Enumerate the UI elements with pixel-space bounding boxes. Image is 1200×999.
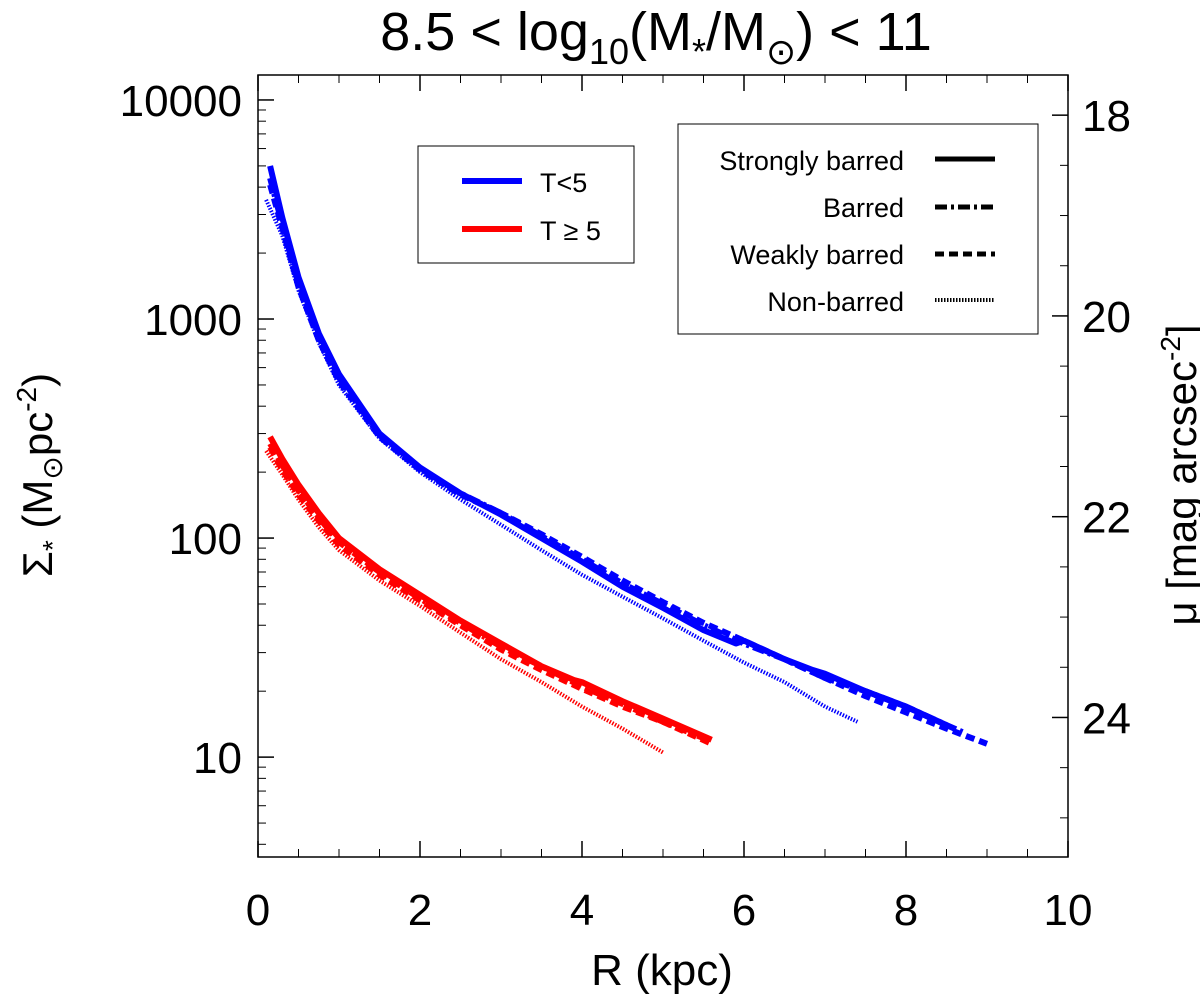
axis-ticks bbox=[257, 75, 1069, 857]
series-line-t-5-non-barred bbox=[264, 198, 859, 724]
series-line-t-5-weakly-barred bbox=[267, 445, 713, 747]
series-line-t-5-strongly-barred bbox=[267, 435, 713, 743]
y-tick-label: 100 bbox=[169, 515, 242, 564]
x-tick-label: 8 bbox=[894, 886, 918, 935]
y2-axis-label: μ [mag arcsec-2] bbox=[1155, 324, 1200, 625]
legend-label-weakly-barred: Weakly barred bbox=[730, 240, 904, 270]
x-tick-label: 2 bbox=[408, 886, 432, 935]
legend-label-strongly-barred: Strongly barred bbox=[719, 146, 904, 176]
y2-tick-label: 22 bbox=[1082, 494, 1131, 543]
x-tick-label: 4 bbox=[570, 886, 594, 935]
legend-label-t-ge-5: T ≥ 5 bbox=[540, 216, 601, 246]
legend-label-t-lt-5: T<5 bbox=[540, 168, 587, 198]
y-axis-label: Σ* (M⊙pc-2) bbox=[11, 373, 68, 577]
series-line-t-5-non-barred bbox=[264, 449, 665, 755]
x-tick-label: 0 bbox=[246, 886, 270, 935]
series-line-t-5-weakly-barred bbox=[267, 183, 989, 747]
series-layer bbox=[264, 165, 989, 755]
chart-title: 8.5 < log10(M*/M⊙) < 11 bbox=[380, 2, 931, 72]
x-tick-label: 10 bbox=[1044, 886, 1093, 935]
y-tick-label: 10 bbox=[193, 734, 242, 783]
color-legend-box bbox=[417, 145, 635, 264]
y-tick-label: 10000 bbox=[120, 77, 242, 126]
color-legend: T<5 T ≥ 5 bbox=[417, 145, 635, 264]
y2-tick-label: 18 bbox=[1082, 92, 1131, 141]
y2-tick-label: 20 bbox=[1082, 293, 1131, 342]
legend-label-barred: Barred bbox=[823, 193, 904, 223]
style-legend: Strongly barred Barred Weakly barred Non… bbox=[677, 123, 1039, 335]
y2-tick-label: 24 bbox=[1082, 694, 1131, 743]
x-tick-label: 6 bbox=[732, 886, 756, 935]
y-tick-label: 1000 bbox=[144, 296, 242, 345]
legend-label-non-barred: Non-barred bbox=[767, 287, 904, 317]
x-axis-label: R (kpc) bbox=[591, 946, 733, 995]
